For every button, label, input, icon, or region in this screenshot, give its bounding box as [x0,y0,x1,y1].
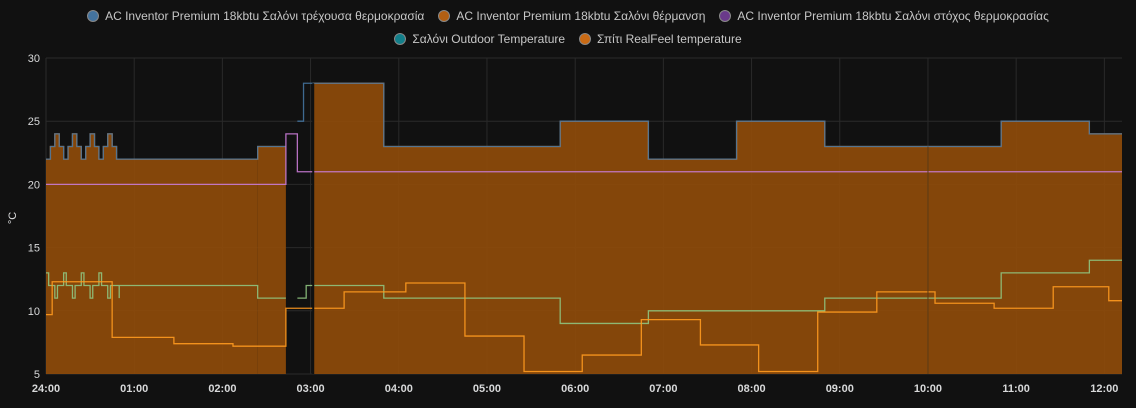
x-tick-label: 07:00 [649,383,677,395]
y-axis-label: °C [7,212,19,224]
x-tick-label: 08:00 [738,383,766,395]
y-axis: 5 10 15 20 25 30 [28,53,40,381]
x-tick-label: 05:00 [473,383,501,395]
x-tick-label: 04:00 [385,383,413,395]
legend-label: AC Inventor Premium 18kbtu Σαλόνι θέρμαν… [456,8,706,23]
x-tick-label: 01:00 [120,383,148,395]
x-tick-label: 10:00 [914,383,942,395]
realfeel-swatch-icon [579,32,592,45]
x-tick-label: 12:00 [1090,383,1118,395]
legend-label: AC Inventor Premium 18kbtu Σαλόνι στόχος… [737,8,1049,23]
outdoor-temp-swatch-icon [394,32,407,45]
legend-item-outdoor-temp[interactable]: Σαλόνι Outdoor Temperature [394,32,565,46]
legend-item-realfeel[interactable]: Σπίτι RealFeel temperature [579,32,742,46]
legend-item-target-temp[interactable]: AC Inventor Premium 18kbtu Σαλόνι στόχος… [719,9,1049,23]
heating-fill [46,133,258,374]
x-tick-label: 03:00 [297,383,325,395]
current-temp-swatch-icon [87,9,100,22]
series-line [46,259,1122,325]
x-axis: 24:00 01:00 02:00 03:00 04:00 05:00 06:00 07:00… [32,383,1119,395]
series-line [46,281,1122,373]
x-tick-label: 06:00 [561,383,589,395]
legend-label: AC Inventor Premium 18kbtu Σαλόνι τρέχου… [105,8,425,23]
x-tick-label: 24:00 [32,383,60,395]
heating-swatch-icon [438,9,451,22]
y-tick-label: 15 [28,243,40,255]
legend-label: Σπίτι RealFeel temperature [597,31,742,46]
legend-item-current-temp[interactable]: AC Inventor Premium 18kbtu Σαλόνι τρέχου… [87,9,424,23]
y-tick-label: 25 [28,116,40,128]
legend-row-1: AC Inventor Premium 18kbtu Σαλόνι τρέχου… [0,4,1136,27]
series-lines [46,82,1122,374]
legend-row-2: Σαλόνι Outdoor Temperature Σπίτι RealFee… [0,27,1136,50]
y-tick-label: 10 [28,306,40,318]
x-tick-label: 11:00 [1002,383,1030,395]
y-tick-label: 30 [28,53,40,65]
heating-fill [257,146,286,374]
legend-label: Σαλόνι Outdoor Temperature [412,31,566,46]
y-tick-label: 5 [34,369,40,381]
legend-item-heating[interactable]: AC Inventor Premium 18kbtu Σαλόνι θέρμαν… [438,9,705,23]
series-line [46,82,1122,160]
heating-fill [313,83,1122,374]
x-tick-label: 09:00 [826,383,854,395]
y-tick-label: 20 [28,179,40,191]
legend: AC Inventor Premium 18kbtu Σαλόνι τρέχου… [0,4,1136,50]
series-line [46,133,1122,186]
heating-fill-area [46,83,1122,374]
target-temp-swatch-icon [719,9,732,22]
x-tick-label: 02:00 [208,383,236,395]
